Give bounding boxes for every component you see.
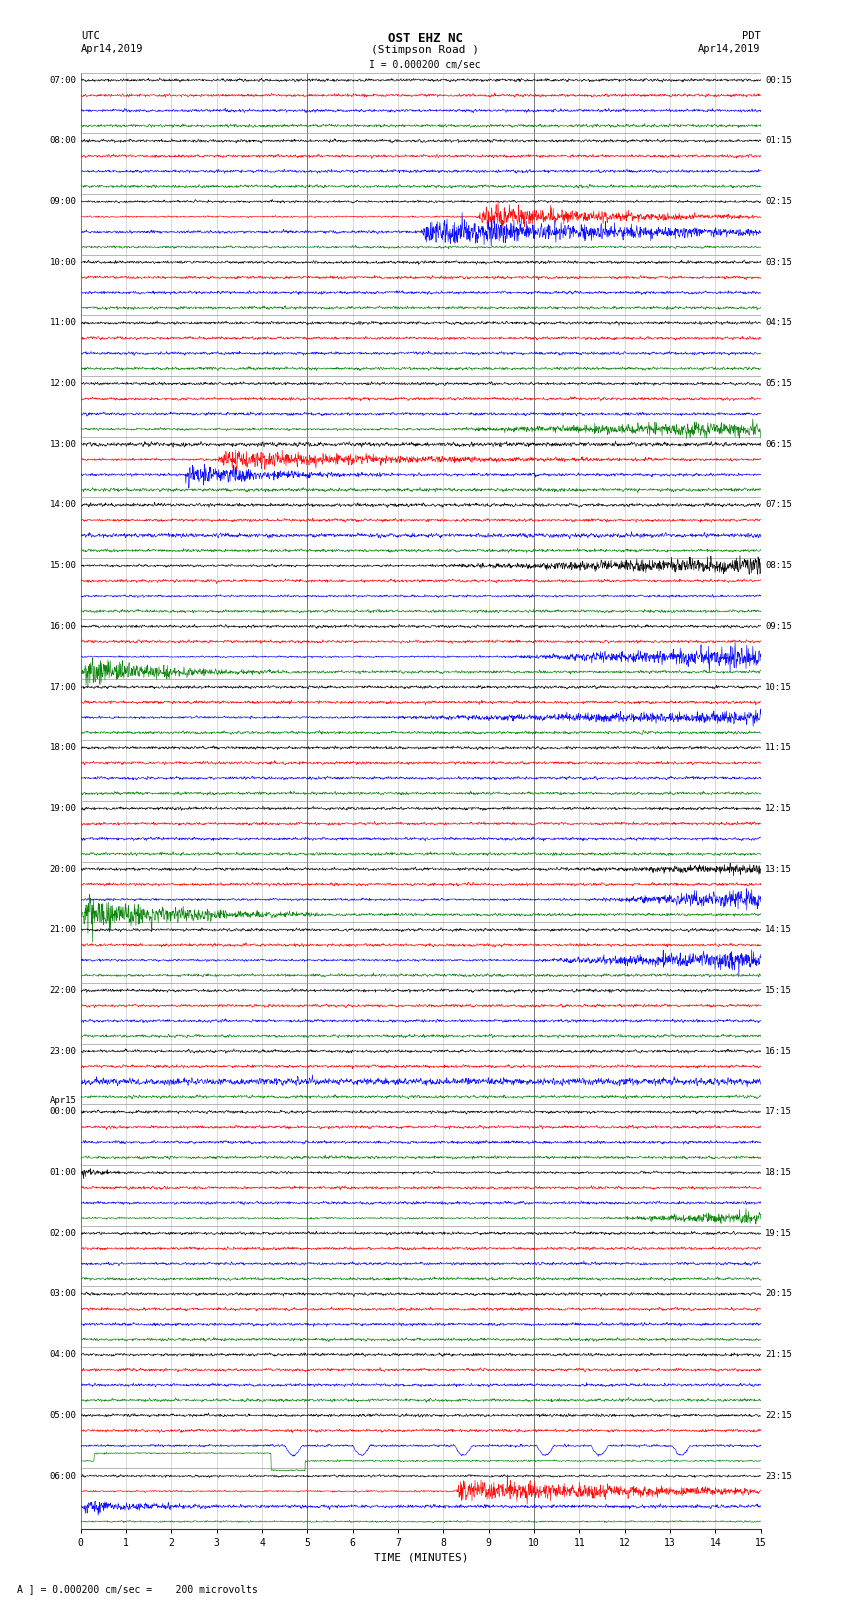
Text: 06:00: 06:00 (49, 1471, 76, 1481)
Text: 12:15: 12:15 (765, 803, 792, 813)
Text: 19:00: 19:00 (49, 803, 76, 813)
Text: 05:00: 05:00 (49, 1411, 76, 1419)
Text: 11:00: 11:00 (49, 318, 76, 327)
Text: A ] = 0.000200 cm/sec =    200 microvolts: A ] = 0.000200 cm/sec = 200 microvolts (17, 1584, 258, 1594)
Text: 10:15: 10:15 (765, 682, 792, 692)
Text: 23:00: 23:00 (49, 1047, 76, 1055)
Text: 01:15: 01:15 (765, 137, 792, 145)
Text: 02:15: 02:15 (765, 197, 792, 206)
Text: Apr14,2019: Apr14,2019 (698, 44, 761, 53)
Text: Apr14,2019: Apr14,2019 (81, 44, 144, 53)
Text: 05:15: 05:15 (765, 379, 792, 389)
Text: 00:15: 00:15 (765, 76, 792, 84)
Text: 14:15: 14:15 (765, 926, 792, 934)
Text: 09:15: 09:15 (765, 623, 792, 631)
Text: 03:00: 03:00 (49, 1289, 76, 1298)
Text: 07:15: 07:15 (765, 500, 792, 510)
Text: 21:00: 21:00 (49, 926, 76, 934)
Text: 00:00: 00:00 (49, 1108, 76, 1116)
Text: (Stimpson Road ): (Stimpson Road ) (371, 45, 479, 55)
Text: 23:15: 23:15 (765, 1471, 792, 1481)
Text: 12:00: 12:00 (49, 379, 76, 389)
Text: 22:00: 22:00 (49, 986, 76, 995)
Text: Apr15: Apr15 (49, 1097, 76, 1105)
Text: 08:00: 08:00 (49, 137, 76, 145)
Text: 11:15: 11:15 (765, 744, 792, 752)
Text: OST EHZ NC: OST EHZ NC (388, 32, 462, 45)
Text: 20:15: 20:15 (765, 1289, 792, 1298)
Text: 07:00: 07:00 (49, 76, 76, 84)
Text: 18:00: 18:00 (49, 744, 76, 752)
Text: 10:00: 10:00 (49, 258, 76, 266)
Text: 04:00: 04:00 (49, 1350, 76, 1360)
Text: 13:15: 13:15 (765, 865, 792, 874)
Text: 02:00: 02:00 (49, 1229, 76, 1237)
Text: 13:00: 13:00 (49, 440, 76, 448)
Text: 15:00: 15:00 (49, 561, 76, 569)
Text: 17:15: 17:15 (765, 1108, 792, 1116)
Text: 19:15: 19:15 (765, 1229, 792, 1237)
Text: 03:15: 03:15 (765, 258, 792, 266)
Text: 01:00: 01:00 (49, 1168, 76, 1177)
Text: 04:15: 04:15 (765, 318, 792, 327)
Text: 22:15: 22:15 (765, 1411, 792, 1419)
Text: 09:00: 09:00 (49, 197, 76, 206)
Text: 20:00: 20:00 (49, 865, 76, 874)
Text: 21:15: 21:15 (765, 1350, 792, 1360)
Text: 08:15: 08:15 (765, 561, 792, 569)
Text: 17:00: 17:00 (49, 682, 76, 692)
X-axis label: TIME (MINUTES): TIME (MINUTES) (373, 1552, 468, 1563)
Text: 06:15: 06:15 (765, 440, 792, 448)
Text: UTC: UTC (81, 31, 99, 40)
Text: 18:15: 18:15 (765, 1168, 792, 1177)
Text: PDT: PDT (742, 31, 761, 40)
Text: 16:00: 16:00 (49, 623, 76, 631)
Text: 16:15: 16:15 (765, 1047, 792, 1055)
Text: 14:00: 14:00 (49, 500, 76, 510)
Text: I = 0.000200 cm/sec: I = 0.000200 cm/sec (369, 60, 481, 69)
Text: 15:15: 15:15 (765, 986, 792, 995)
